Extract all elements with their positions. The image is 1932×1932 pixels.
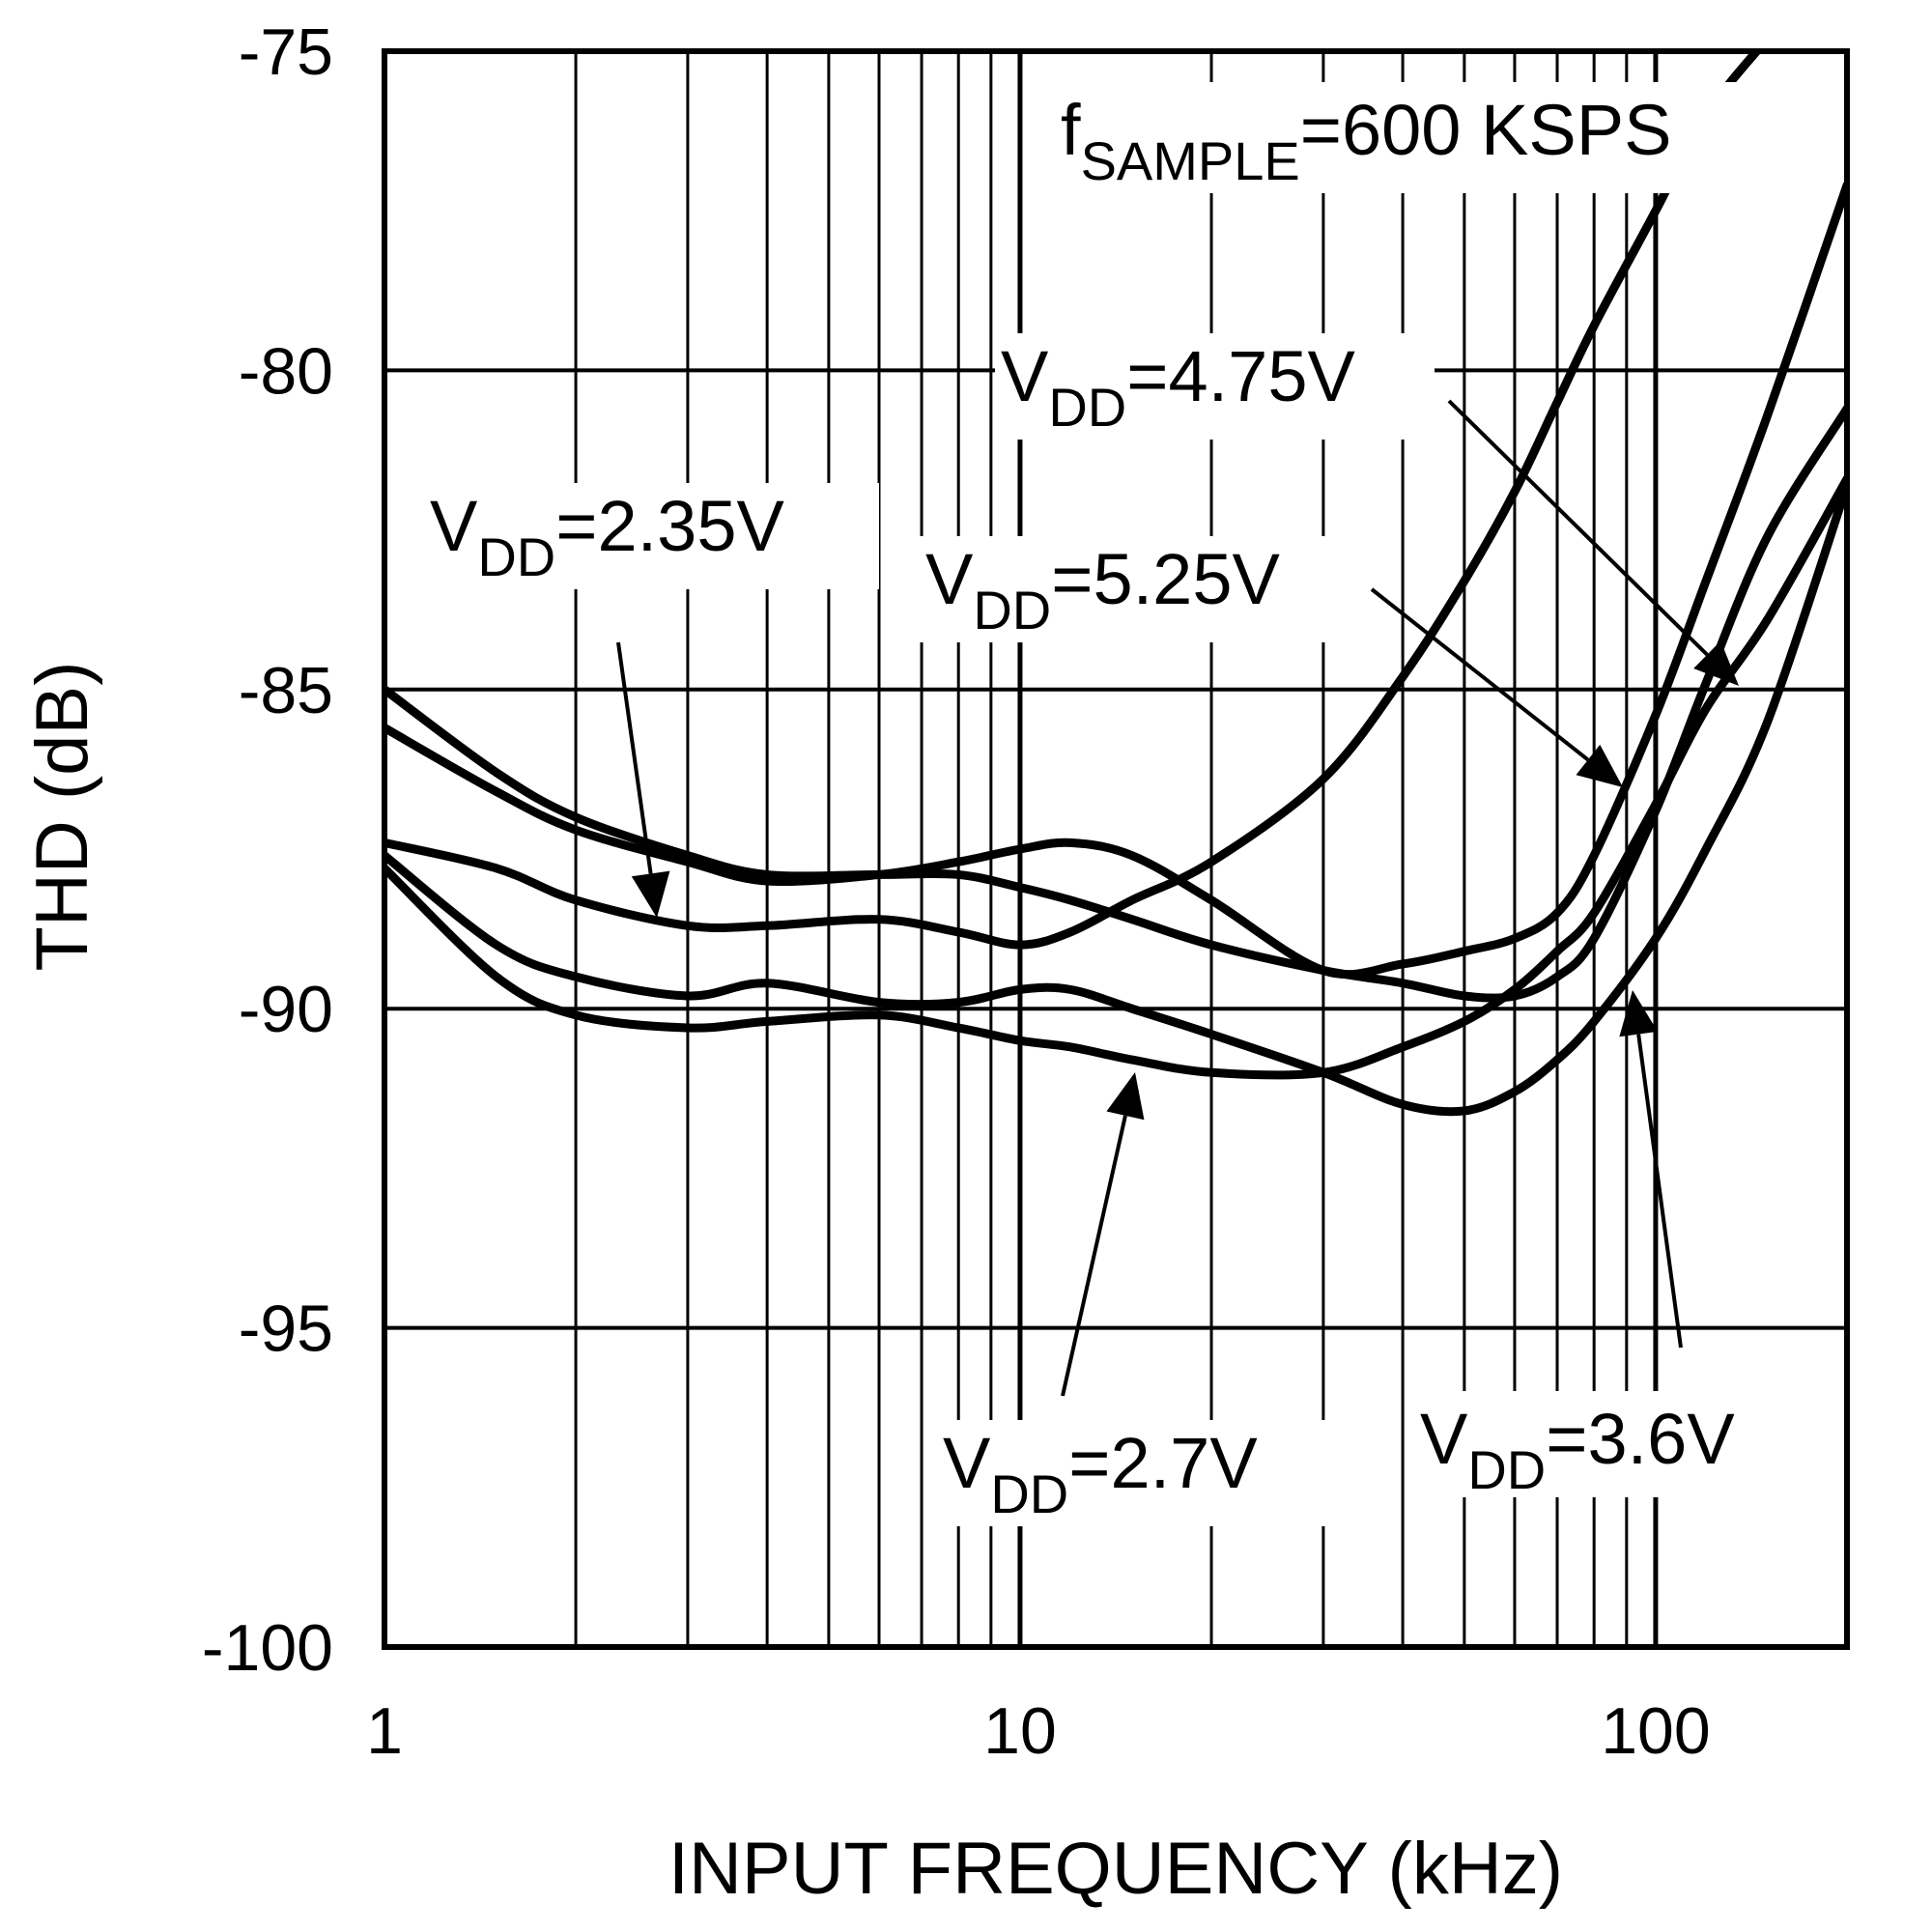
y-tick-label: -95 <box>239 1293 333 1366</box>
label-vdd-2-7v: VDD=2.7V <box>943 1423 1258 1524</box>
y-axis-title: THD (dB) <box>21 662 103 972</box>
y-tick-label: -100 <box>202 1611 333 1685</box>
y-tick-label: -90 <box>239 973 333 1046</box>
series-line-vdd-2-7v <box>384 474 1847 1080</box>
arrow-vdd-3-6v <box>1619 990 1683 1349</box>
label-vdd-3-6v: VDD=3.6V <box>1420 1399 1735 1500</box>
x-tick-label: 10 <box>983 1694 1057 1768</box>
y-tick-label: -80 <box>239 334 333 408</box>
y-tick-label: -85 <box>239 654 333 727</box>
y-tick-label: -75 <box>239 15 333 89</box>
x-tick-label: 1 <box>366 1694 403 1768</box>
sample-rate-annotation: fSAMPLE=600 KSPS <box>1061 90 1671 191</box>
series-line-vdd-4-75v <box>384 181 1847 980</box>
label-vdd-2-35v: VDD=2.35V <box>430 486 784 587</box>
arrow-vdd-2-35v <box>616 641 670 918</box>
plot-frame <box>382 48 1850 1650</box>
x-tick-label: 100 <box>1601 1694 1710 1768</box>
arrow-vdd-5-25v <box>1370 587 1623 787</box>
arrow-vdd-4-75v <box>1447 399 1739 686</box>
series-line-vdd-2-35v <box>384 51 1763 950</box>
label-vdd-4-75v: VDD=4.75V <box>1001 336 1355 438</box>
label-vdd-5-25v: VDD=5.25V <box>925 539 1280 640</box>
arrow-vdd-2-7v <box>1061 1072 1145 1397</box>
x-axis-title: INPUT FREQUENCY (kHz) <box>668 1828 1563 1910</box>
series-line-vdd-3-6v <box>384 480 1847 1117</box>
